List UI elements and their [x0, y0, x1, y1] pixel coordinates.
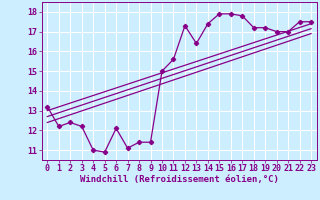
X-axis label: Windchill (Refroidissement éolien,°C): Windchill (Refroidissement éolien,°C): [80, 175, 279, 184]
